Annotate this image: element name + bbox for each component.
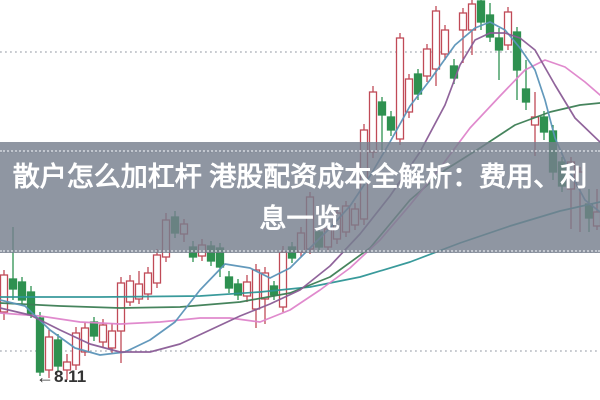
candle-body xyxy=(134,283,144,300)
candle-body xyxy=(17,281,27,301)
banner-gridline-top xyxy=(0,150,600,152)
headline-banner: 散户怎么加杠杆 港股配资成本全解析：费用、利 息一览 xyxy=(0,142,600,253)
candle-body xyxy=(377,101,387,116)
candle-body xyxy=(35,317,45,373)
candle-body xyxy=(512,31,522,71)
candle-body xyxy=(107,330,117,349)
candle-body xyxy=(521,88,531,103)
low-price-annotation: ← 8.11 xyxy=(36,366,87,387)
candle-body xyxy=(62,361,72,371)
low-price-label: 8.11 xyxy=(54,367,87,386)
candle-body xyxy=(395,37,405,140)
candle-body xyxy=(431,10,441,70)
candle-body xyxy=(404,78,414,113)
candle-body xyxy=(539,116,549,133)
ma-pink xyxy=(0,59,600,325)
candle-body xyxy=(251,269,261,310)
headline-line-2: 息一览 xyxy=(259,203,341,234)
candle-body xyxy=(8,278,18,290)
candle-body xyxy=(152,254,162,284)
candle-body xyxy=(98,324,108,343)
candle-body xyxy=(89,321,99,337)
candle-body xyxy=(260,272,270,300)
candle-body xyxy=(485,14,495,38)
candle-body xyxy=(44,336,54,371)
candle-body xyxy=(476,0,486,23)
candle-body xyxy=(386,116,396,131)
candle-body xyxy=(494,37,504,51)
candle-body xyxy=(116,282,126,332)
candle-body xyxy=(422,48,432,77)
left-arrow-icon: ← xyxy=(36,366,54,387)
candle-body xyxy=(242,281,252,297)
candle-body xyxy=(503,11,513,46)
candle-body xyxy=(0,274,9,313)
candle-body xyxy=(233,283,243,296)
candle-body xyxy=(413,73,423,95)
candle-body xyxy=(458,12,468,31)
banner-gridline-bottom xyxy=(0,250,600,252)
headline-line-1: 散户怎么加杠杆 港股配资成本全解析：费用、利 xyxy=(12,161,588,192)
candle-body xyxy=(125,280,135,303)
candle-body xyxy=(53,339,63,367)
candle-body xyxy=(224,276,234,289)
candle-body xyxy=(440,29,450,55)
candle-body xyxy=(143,272,153,295)
candle-body xyxy=(467,3,477,31)
